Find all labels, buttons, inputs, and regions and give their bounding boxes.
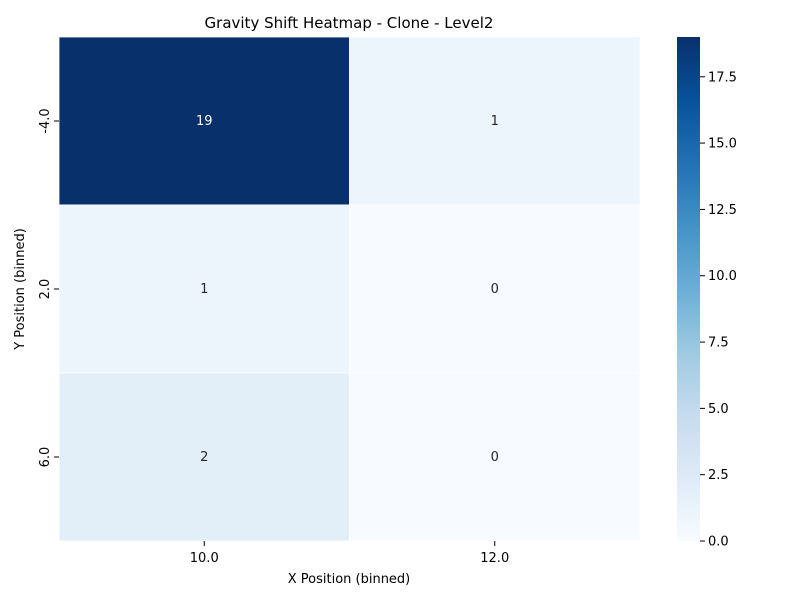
heatmap-cell	[58, 204, 350, 374]
heatmap-cell	[349, 204, 641, 374]
heatmap-cell	[349, 372, 641, 542]
heatmap-cell	[349, 36, 641, 206]
colorbar-tick-label: 10.0	[708, 269, 737, 284]
cell-value-label: 1	[200, 282, 208, 297]
y-axis-ticks: -4.0 2.0 6.0	[38, 108, 59, 467]
chart-title: Gravity Shift Heatmap - Clone - Level2	[205, 14, 494, 32]
x-tick-label: 12.0	[480, 551, 509, 566]
y-tick-label: -4.0	[38, 108, 53, 133]
cell-value-label: 0	[491, 450, 499, 465]
cell-value-label: 1	[491, 114, 499, 129]
colorbar-tick-label: 12.5	[708, 203, 737, 218]
heatmap-cells	[58, 36, 641, 542]
colorbar-tick-label: 17.5	[708, 70, 737, 85]
x-tick-label: 10.0	[190, 551, 219, 566]
colorbar-tick-label: 7.5	[708, 336, 729, 351]
colorbar-tick-label: 0.0	[708, 535, 729, 550]
cell-value-label: 19	[196, 114, 213, 129]
cell-value-label: 0	[491, 282, 499, 297]
x-axis-ticks: 10.0 12.0	[190, 541, 509, 566]
y-tick-label: 2.0	[38, 279, 53, 300]
heatmap-cell	[58, 36, 350, 206]
cell-value-label: 2	[200, 450, 208, 465]
x-axis-label: X Position (binned)	[288, 572, 411, 587]
colorbar-ticks: 0.0 2.5 5.0 7.5 10.0 12.5 15.0 17.5	[700, 70, 737, 550]
colorbar-tick-label: 15.0	[708, 137, 737, 152]
colorbar-tick-label: 2.5	[708, 468, 729, 483]
y-tick-label: 6.0	[38, 447, 53, 468]
y-axis-label: Y Position (binned)	[13, 228, 28, 351]
colorbar-tick-label: 5.0	[708, 402, 729, 417]
colorbar	[677, 37, 700, 541]
heatmap-annotations: 19 1 1 0 2 0	[196, 114, 499, 465]
